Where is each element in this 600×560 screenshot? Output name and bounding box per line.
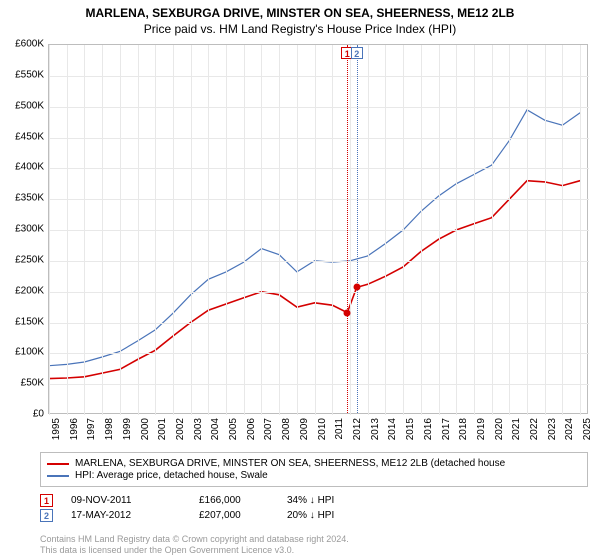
legend-box: MARLENA, SEXBURGA DRIVE, MINSTER ON SEA,… (40, 452, 588, 487)
x-axis-label: 2018 (458, 418, 469, 440)
legend-swatch (47, 475, 69, 477)
y-axis-label: £250K (0, 254, 44, 265)
y-axis-label: £200K (0, 285, 44, 296)
legend-row: HPI: Average price, detached house, Swal… (47, 470, 581, 481)
sales-row: 1 09-NOV-2011 £166,000 34% ↓ HPI (40, 494, 588, 507)
sale-date: 09-NOV-2011 (71, 495, 181, 506)
x-axis-label: 2021 (511, 418, 522, 440)
y-axis-label: £400K (0, 162, 44, 173)
sale-price: £166,000 (199, 495, 269, 506)
sale-pct: 34% ↓ HPI (287, 495, 377, 506)
x-axis-label: 2020 (494, 418, 505, 440)
x-axis-label: 2015 (405, 418, 416, 440)
x-axis-label: 2005 (228, 418, 239, 440)
y-axis-label: £600K (0, 39, 44, 50)
x-axis-label: 2001 (157, 418, 168, 440)
x-axis-label: 1998 (104, 418, 115, 440)
x-axis-label: 2025 (582, 418, 593, 440)
x-axis-label: 2022 (529, 418, 540, 440)
sale-price: £207,000 (199, 510, 269, 521)
legend-label: HPI: Average price, detached house, Swal… (75, 470, 268, 481)
y-axis-label: £450K (0, 131, 44, 142)
x-axis-label: 2019 (476, 418, 487, 440)
sale-dot (353, 284, 360, 291)
marker-line (347, 45, 348, 413)
sale-index-box: 1 (40, 494, 53, 507)
chart-subtitle: Price paid vs. HM Land Registry's House … (0, 20, 600, 36)
sales-row: 2 17-MAY-2012 £207,000 20% ↓ HPI (40, 509, 588, 522)
y-axis-label: £100K (0, 347, 44, 358)
x-axis-label: 1999 (122, 418, 133, 440)
marker-line (357, 45, 358, 413)
x-axis-label: 2010 (317, 418, 328, 440)
x-axis-label: 2002 (175, 418, 186, 440)
x-axis-label: 2024 (564, 418, 575, 440)
x-axis-label: 2003 (193, 418, 204, 440)
y-axis-label: £550K (0, 69, 44, 80)
x-axis-label: 2006 (246, 418, 257, 440)
legend-row: MARLENA, SEXBURGA DRIVE, MINSTER ON SEA,… (47, 458, 581, 469)
sale-index-box: 2 (40, 509, 53, 522)
y-axis-label: £350K (0, 193, 44, 204)
sales-table: 1 09-NOV-2011 £166,000 34% ↓ HPI 2 17-MA… (40, 492, 588, 524)
y-axis-label: £500K (0, 100, 44, 111)
y-axis-label: £150K (0, 316, 44, 327)
x-axis-label: 1997 (86, 418, 97, 440)
y-axis-label: £300K (0, 224, 44, 235)
sale-date: 17-MAY-2012 (71, 510, 181, 521)
y-axis-label: £50K (0, 378, 44, 389)
footer-line: Contains HM Land Registry data © Crown c… (40, 534, 349, 545)
sale-pct: 20% ↓ HPI (287, 510, 377, 521)
y-axis-label: £0 (0, 409, 44, 420)
x-axis-label: 1996 (69, 418, 80, 440)
x-axis-label: 2007 (263, 418, 274, 440)
x-axis-label: 2011 (334, 418, 345, 440)
x-axis-label: 2013 (370, 418, 381, 440)
x-axis-label: 2000 (140, 418, 151, 440)
sale-dot (344, 309, 351, 316)
x-axis-label: 2014 (387, 418, 398, 440)
legend-swatch (47, 463, 69, 465)
footer-line: This data is licensed under the Open Gov… (40, 545, 349, 556)
x-axis-label: 1995 (51, 418, 62, 440)
plot-area: 12 (48, 44, 588, 414)
x-axis-label: 2017 (441, 418, 452, 440)
legend-label: MARLENA, SEXBURGA DRIVE, MINSTER ON SEA,… (75, 458, 505, 469)
marker-index-box: 2 (351, 47, 363, 59)
chart-container: MARLENA, SEXBURGA DRIVE, MINSTER ON SEA,… (0, 0, 600, 560)
footer-text: Contains HM Land Registry data © Crown c… (40, 534, 349, 557)
x-axis-label: 2016 (423, 418, 434, 440)
x-axis-label: 2008 (281, 418, 292, 440)
chart-title: MARLENA, SEXBURGA DRIVE, MINSTER ON SEA,… (0, 0, 600, 20)
x-axis-label: 2012 (352, 418, 363, 440)
x-axis-label: 2004 (210, 418, 221, 440)
x-axis-label: 2009 (299, 418, 310, 440)
x-axis-label: 2023 (547, 418, 558, 440)
